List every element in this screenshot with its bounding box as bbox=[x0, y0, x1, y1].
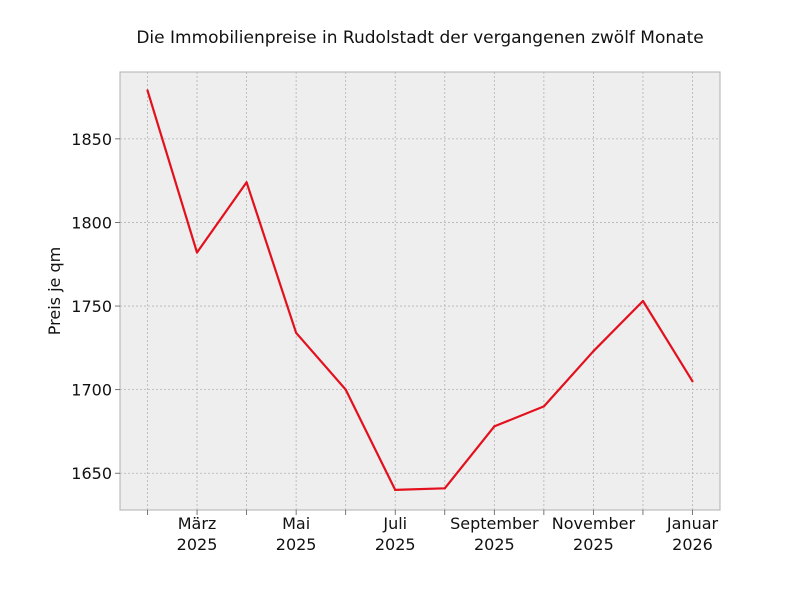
y-tick-label: 1750 bbox=[71, 297, 112, 316]
x-tick-label-month: September bbox=[450, 514, 539, 533]
data-point bbox=[146, 89, 149, 92]
series-line bbox=[146, 90, 694, 491]
x-tick-label-year: 2025 bbox=[474, 535, 515, 554]
tick-marks bbox=[115, 138, 693, 515]
data-point bbox=[195, 251, 199, 254]
x-tick-label-month: November bbox=[552, 514, 636, 533]
x-tick-label-year: 2025 bbox=[276, 535, 317, 554]
data-point bbox=[245, 181, 248, 184]
x-tick-label-year: 2025 bbox=[177, 535, 218, 554]
y-axis-label: Preis je qm bbox=[45, 247, 64, 335]
x-tick-label-year: 2025 bbox=[375, 535, 416, 554]
y-tick-label: 1800 bbox=[71, 213, 112, 232]
data-point bbox=[344, 388, 347, 391]
x-tick-label-year: 2026 bbox=[672, 535, 713, 554]
grid-lines bbox=[120, 72, 720, 510]
y-tick-label: 1650 bbox=[71, 464, 112, 483]
data-point bbox=[592, 350, 595, 353]
chart-title: Die Immobilienpreise in Rudolstadt der v… bbox=[136, 28, 703, 48]
y-tick-label: 1850 bbox=[71, 130, 112, 149]
x-tick-label-month: Mai bbox=[282, 514, 310, 533]
y-tick-labels: 1650 1700 1750 1800 1850 bbox=[71, 130, 112, 483]
data-point bbox=[295, 331, 298, 334]
x-tick-label-month: Januar bbox=[666, 514, 719, 533]
plot-area bbox=[119, 71, 721, 511]
x-tick-label-month: März bbox=[178, 514, 217, 533]
data-point bbox=[443, 487, 446, 490]
y-tick-label: 1700 bbox=[71, 381, 112, 400]
data-point bbox=[691, 380, 694, 383]
x-tick-label-year: 2025 bbox=[573, 535, 614, 554]
data-point bbox=[493, 425, 496, 428]
data-point bbox=[394, 488, 397, 492]
data-point bbox=[542, 405, 545, 408]
x-tick-label-month: Juli bbox=[382, 514, 407, 533]
series-group bbox=[146, 89, 694, 492]
data-point bbox=[641, 299, 645, 303]
x-tick-labels: März 2025 Mai 2025 Juli 2025 September 2025 Nove… bbox=[177, 514, 719, 554]
